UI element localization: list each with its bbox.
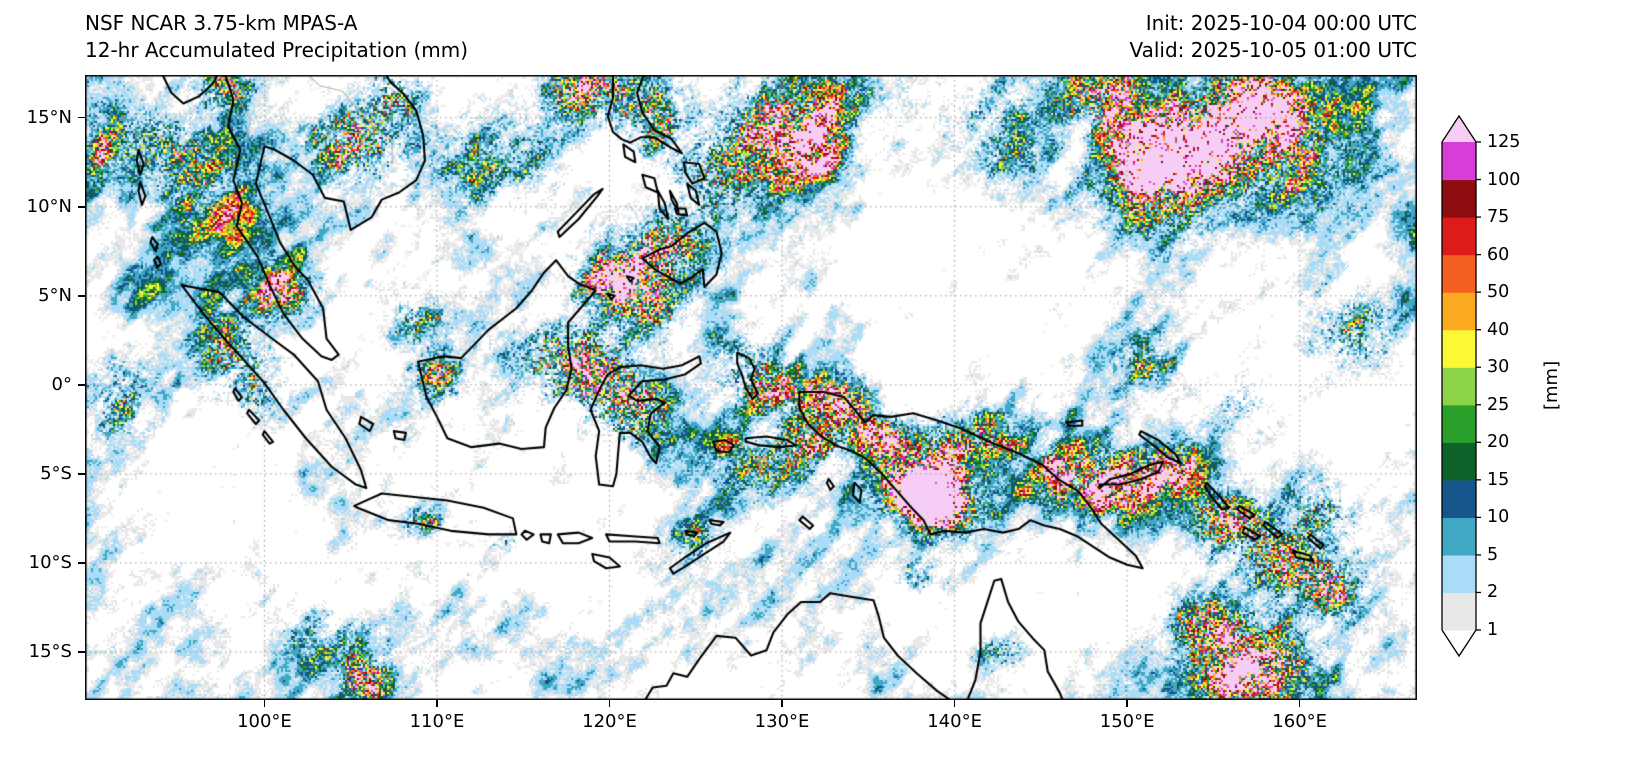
colorbar-tick-label: 50 (1487, 282, 1510, 303)
lon-tick (436, 700, 438, 707)
colorbar-tick-label: 125 (1487, 132, 1521, 152)
lon-tick-label: 100°E (237, 711, 292, 732)
colorbar-unit-label: [mm] (1541, 360, 1562, 410)
valid-time: Valid: 2025-10-05 01:00 UTC (1129, 38, 1417, 62)
lat-tick (78, 562, 85, 564)
lon-tick (781, 700, 783, 707)
colorbar-tick-label: 15 (1487, 469, 1510, 490)
lon-tick-label: 110°E (409, 711, 465, 732)
lat-tick-label: 5°N (38, 284, 72, 306)
colorbar-band (1442, 292, 1476, 331)
title-block: NSF NCAR 3.75-km MPAS-A 12-hr Accumulate… (85, 10, 468, 64)
init-time: Init: 2025-10-04 00:00 UTC (1145, 11, 1417, 35)
colorbar-band (1442, 179, 1476, 218)
colorbar-band (1442, 367, 1476, 406)
colorbar-tick-label: 20 (1487, 432, 1510, 453)
lat-tick (78, 473, 85, 475)
colorbar-band (1442, 217, 1476, 256)
lon-tick (1298, 700, 1301, 707)
colorbar-tick-label: 10 (1487, 507, 1510, 528)
field-title: 12-hr Accumulated Precipitation (mm) (85, 38, 469, 62)
lat-tick-label: 0° (51, 373, 72, 395)
colorbar-band (1442, 517, 1476, 556)
lat-tick-label: 10°S (28, 551, 72, 573)
colorbar-tick-label: 40 (1487, 319, 1510, 340)
precipitation-map-canvas (85, 75, 1417, 700)
lat-tick-label: 10°N (26, 195, 72, 217)
colorbar-tick-label: 1 (1487, 620, 1499, 640)
lon-tick-label: 120°E (582, 711, 637, 732)
colorbar-tick-label: 25 (1487, 394, 1510, 415)
colorbar-tick-label: 75 (1487, 207, 1510, 228)
lon-tick-label: 150°E (1099, 711, 1155, 732)
lon-tick-label: 140°E (927, 711, 982, 732)
colorbar-tick-label: 30 (1487, 357, 1510, 378)
colorbar-band (1442, 442, 1476, 481)
lat-tick-label: 5°S (40, 462, 72, 484)
lon-tick (1126, 700, 1128, 707)
lat-tick (78, 384, 85, 386)
colorbar-tick-label: 100 (1487, 169, 1521, 190)
colorbar-band (1442, 329, 1476, 368)
colorbar-tick-label: 5 (1487, 544, 1499, 565)
lat-tick-label: 15°S (28, 640, 72, 662)
time-block: Init: 2025-10-04 00:00 UTC Valid: 2025-1… (1129, 10, 1417, 64)
colorbar-tick-label: 2 (1487, 582, 1499, 603)
lon-tick (608, 700, 611, 707)
colorbar-band (1442, 479, 1476, 518)
lat-tick (78, 295, 85, 297)
colorbar-band (1442, 592, 1476, 631)
colorbar-band (1442, 254, 1476, 293)
colorbar-band (1442, 142, 1476, 181)
lat-tick (78, 116, 85, 119)
lat-tick (78, 651, 85, 653)
model-title: NSF NCAR 3.75-km MPAS-A (85, 11, 358, 35)
lon-tick (263, 700, 266, 707)
lon-tick (953, 700, 956, 707)
colorbar-band (1442, 554, 1476, 594)
colorbar-band (1442, 404, 1476, 443)
colorbar (1441, 114, 1481, 658)
lon-tick-label: 160°E (1272, 711, 1328, 732)
colorbar-tick-label: 60 (1487, 244, 1510, 265)
lat-tick (78, 206, 85, 208)
lon-tick-label: 130°E (754, 711, 810, 732)
lat-tick-label: 15°N (26, 106, 72, 128)
